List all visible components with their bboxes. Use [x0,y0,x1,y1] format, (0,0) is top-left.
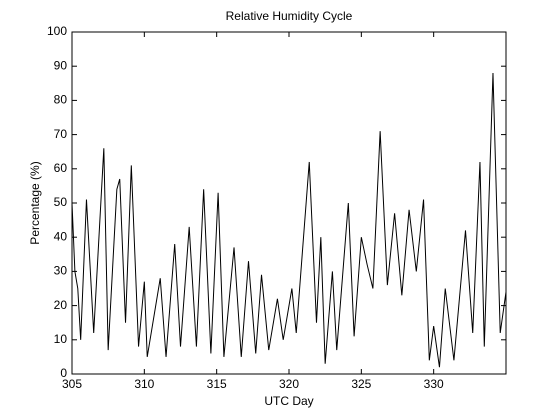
y-tick-label: 80 [54,93,68,107]
y-tick-label: 10 [54,332,68,346]
x-tick-label: 330 [424,377,444,391]
chart-title: Relative Humidity Cycle [226,9,353,23]
y-tick-label: 60 [54,161,68,175]
x-tick-label: 305 [62,377,82,391]
y-tick-label: 30 [54,264,68,278]
y-tick-label: 20 [54,298,68,312]
y-tick-label: 0 [60,366,67,380]
x-tick-label: 315 [207,377,227,391]
data-line [71,73,507,368]
y-tick-label: 70 [54,127,68,141]
x-tick-label: 320 [279,377,299,391]
y-tick-label: 40 [54,229,68,243]
x-tick-label: 325 [351,377,371,391]
y-tick-label: 100 [47,24,67,38]
y-axis-label: Percentage (%) [28,161,42,244]
x-tick-label: 310 [134,377,154,391]
y-tick-label: 50 [54,195,68,209]
y-tick-label: 90 [54,58,68,72]
x-axis-label: UTC Day [264,394,313,408]
